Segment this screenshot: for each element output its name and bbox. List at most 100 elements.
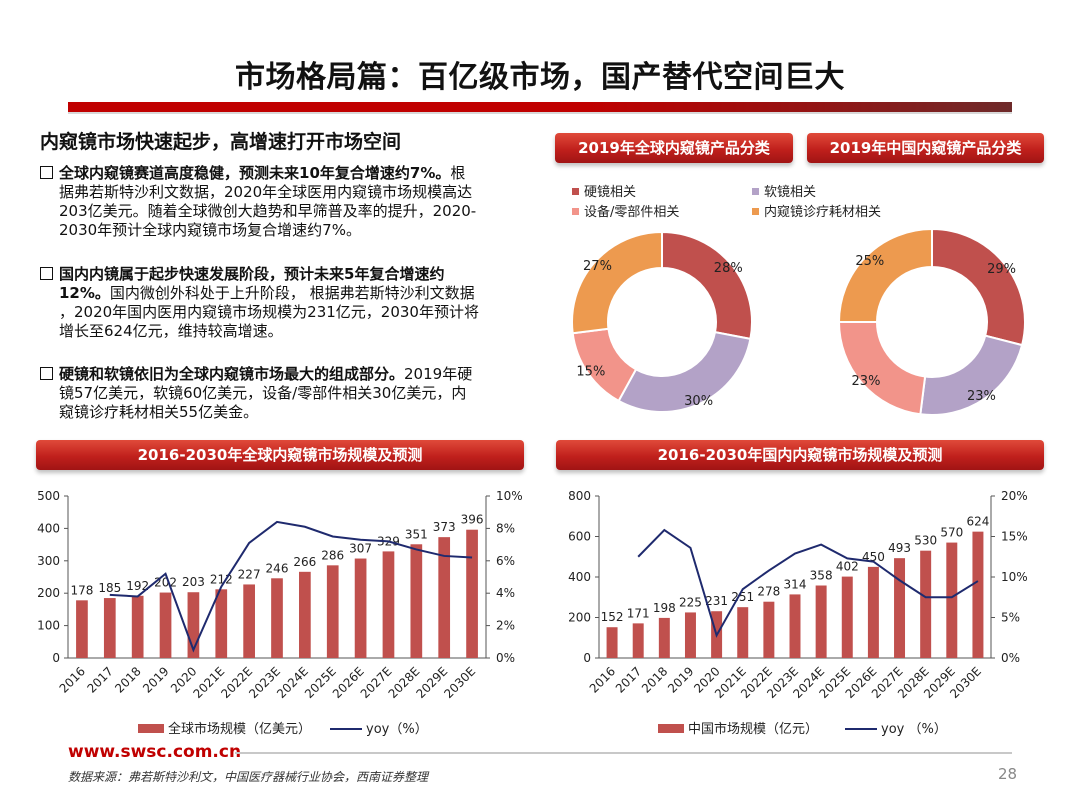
bullet-segments: 硬镜和软镜依旧为全球内窥镜市场最大的组成部分。2019年硬 镜57亿美元，软镜6… [40, 365, 520, 422]
bar [103, 598, 116, 658]
legend-label-bar: 全球市场规模（亿美元） [168, 721, 311, 737]
slice-label: 15% [576, 364, 605, 379]
legend-label: 硬镜相关 [584, 185, 636, 200]
y-tick-label-right: 8% [496, 521, 515, 535]
bar [632, 623, 644, 658]
footer-divider [235, 752, 1012, 754]
bar [326, 565, 339, 658]
bar [789, 594, 801, 658]
bullet-line: 镜57亿美元，软镜60亿美元，设备/零部件相关30亿美元，内 [59, 384, 467, 402]
bar-data-label: 530 [914, 534, 937, 548]
bar-data-label: 171 [627, 606, 650, 620]
combo-chart-global: 0 100 200 300 400 500 0% 2% 4% 6% 8% 10% 178 2016 185 2… [37, 489, 523, 737]
y-tick-label-right: 5% [1001, 611, 1020, 625]
bar [187, 592, 200, 658]
y-tick-label-left: 800 [568, 489, 591, 503]
bar [354, 558, 367, 658]
bar [658, 617, 670, 658]
y-tick-label-left: 400 [37, 521, 60, 535]
x-tick-label: 2017 [613, 664, 644, 695]
bar-data-label: 203 [182, 575, 205, 589]
bar-data-label: 212 [210, 572, 233, 586]
bar [946, 542, 958, 658]
bar-data-label: 307 [349, 542, 372, 556]
y-tick-label-left: 300 [37, 554, 60, 568]
bar-data-label: 286 [321, 548, 344, 562]
bar-data-label: 358 [810, 569, 833, 583]
legend-swatch [752, 208, 759, 215]
ribbon-global-bar: 2016-2030年全球内窥镜市场规模及预测 [36, 440, 524, 470]
title-underline [68, 102, 1012, 112]
slice-label: 30% [684, 394, 713, 409]
footer-url[interactable]: www.swsc.com.cn [68, 742, 242, 762]
legend-item-hard: 硬镜相关 [572, 185, 636, 200]
page-title: 市场格局篇：百亿级市场，国产替代空间巨大 [235, 60, 845, 95]
bar-data-label: 402 [836, 560, 859, 574]
x-tick-label: 2018 [112, 664, 143, 695]
legend-swatch [752, 188, 759, 195]
y-tick-label-right: 15% [1001, 530, 1028, 544]
x-tick-label: 2019 [140, 664, 171, 695]
title-underline-shadow [68, 112, 1012, 114]
slice-label: 25% [855, 254, 884, 269]
bar-data-label: 570 [940, 526, 963, 540]
bullet-lead: 12%。 [59, 284, 110, 302]
y-tick-label-left: 0 [583, 651, 591, 665]
x-tick-label: 2016 [57, 664, 88, 695]
section-heading: 内窥镜市场快速起步，高增速打开市场空间 [40, 131, 402, 153]
x-tick-label: 2030E [441, 664, 478, 701]
legend-swatch [572, 208, 579, 215]
legend-swatch-bar [658, 724, 684, 733]
legend-swatch-bar [138, 724, 164, 733]
bar-data-label: 266 [293, 555, 316, 569]
bar-data-label: 178 [70, 583, 93, 597]
bar [410, 544, 423, 658]
donut-slice [617, 330, 752, 413]
bullet-line: 据弗若斯特沙利文数据，2020年全球医用内窥镜市场规模高达 [59, 183, 473, 201]
bar [466, 529, 478, 658]
bar [841, 576, 853, 658]
bullet-line: 203亿美元。随着全球微创大趋势和早筛普及率的提升，2020- [59, 202, 477, 220]
bar-data-label: 225 [679, 595, 702, 609]
x-tick-label: 2018 [639, 664, 670, 695]
bullet-china-growth: 国内内镜属于起步快速发展阶段，预计未来5年复合增速约 12%。国内微创外科处于上… [40, 265, 520, 341]
y-tick-label-right: 4% [496, 586, 515, 600]
bar-data-label: 152 [601, 610, 624, 624]
bar [215, 589, 228, 658]
x-tick-label: 2019 [665, 664, 696, 695]
legend-label-line: yoy（%） [366, 722, 428, 737]
yoy-line [109, 520, 473, 653]
bar-data-label: 351 [405, 527, 428, 541]
bar-data-label: 231 [705, 594, 728, 608]
legend-swatch [572, 188, 579, 195]
page-number: 28 [998, 765, 1018, 783]
bar-data-label: 493 [888, 541, 911, 555]
donut-slice [931, 227, 1026, 347]
x-tick-label: 2016 [587, 664, 618, 695]
legend-item-device: 设备/零部件相关 [572, 204, 679, 220]
bar-data-label: 396 [461, 513, 484, 527]
y-tick-label-right: 20% [1001, 489, 1028, 503]
y-tick-label-right: 10% [1001, 570, 1028, 584]
chart-legend: 全球市场规模（亿美元） yoy（%） [138, 721, 428, 737]
bar [299, 571, 311, 658]
pie-legend: 硬镜相关 软镜相关 设备/零部件相关 内窥镜诊疗耗材相关 [572, 185, 881, 220]
legend-label: 内窥镜诊疗耗材相关 [764, 204, 881, 220]
donut-chart-global: 28% 30% 15% 27% [571, 230, 753, 413]
bar [271, 578, 283, 658]
checkbox-bullet-icon [40, 367, 53, 380]
y-tick-label-left: 100 [37, 619, 60, 633]
bar-data-label: 624 [966, 515, 989, 529]
y-tick-label-left: 500 [37, 489, 60, 503]
donut-slice [837, 227, 933, 323]
legend-label-bar: 中国市场规模（亿元） [688, 721, 818, 737]
bullet-lead: 硬镜和软镜依旧为全球内窥镜市场最大的组成部分。 [59, 365, 405, 383]
bar [763, 601, 775, 658]
bar-data-label: 314 [784, 577, 807, 591]
legend-label: 软镜相关 [764, 185, 816, 200]
bar-data-label: 246 [266, 561, 289, 575]
bullet-text: 2019年硬 [404, 365, 473, 383]
bar [972, 531, 984, 658]
checkbox-bullet-icon [40, 166, 53, 179]
bar-data-label: 198 [653, 601, 676, 615]
